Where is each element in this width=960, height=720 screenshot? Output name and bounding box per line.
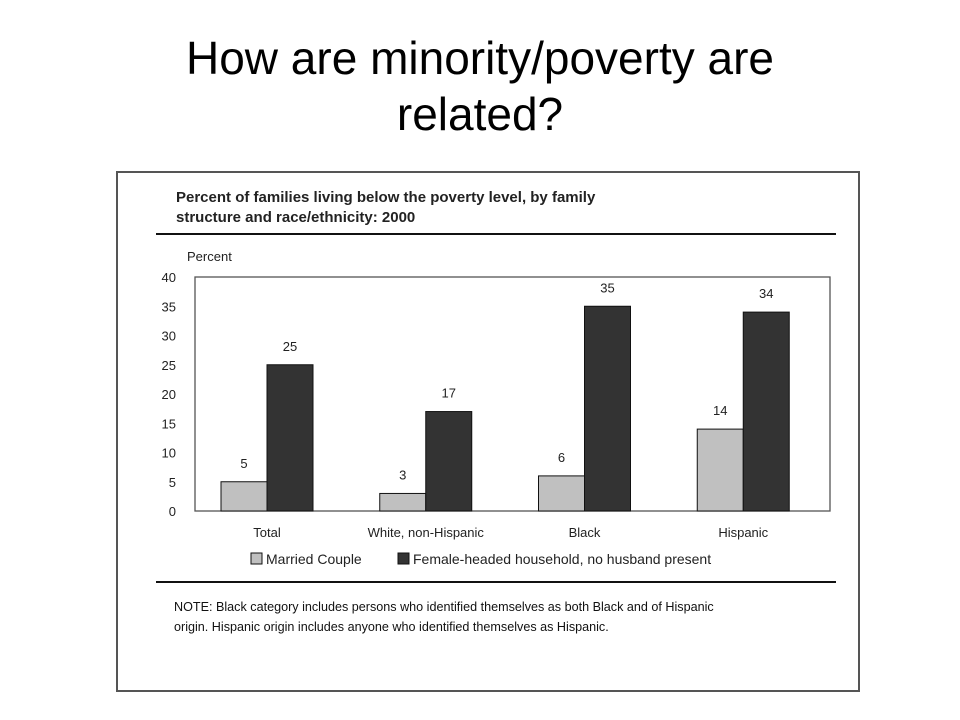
y-tick-label: 40 [162,270,176,285]
bar-female-headed [425,411,473,512]
bar-value-label: 25 [283,339,297,354]
chart-title-line-1: Percent of families living below the pov… [176,189,596,206]
y-tick-label: 25 [162,358,176,373]
top-rule [156,233,836,235]
y-tick-label: 30 [162,329,176,344]
bar-value-label: 5 [240,456,247,471]
y-tick-label: 20 [162,387,176,402]
bar-value-label: 34 [759,286,773,301]
legend-label: Married Couple [266,551,362,567]
x-tick-label: Black [569,525,601,540]
bar-married-couple [379,492,427,512]
slide-title: How are minority/poverty are related? [60,30,900,142]
legend-swatch [250,552,263,565]
bar-value-label: 17 [442,386,456,401]
bar-female-headed [266,364,314,512]
legend-label: Female-headed household, no husband pres… [413,551,711,567]
figure-frame: Percent of families living below the pov… [116,171,860,692]
bar-married-couple [220,481,268,512]
bar-female-headed [742,311,790,512]
y-tick-label: 10 [162,446,176,461]
legend-swatch [397,552,410,565]
bottom-rule [156,581,836,583]
bar-married-couple [696,428,744,512]
slide-title-line-1: How are minority/poverty are [186,32,774,84]
y-tick-label: 0 [169,504,176,519]
chart-title: Percent of families living below the pov… [176,188,776,228]
note-line-2: origin. Hispanic origin includes anyone … [174,620,609,634]
bar-value-label: 14 [713,403,727,418]
bar-chart: Percent 0 5 10 15 20 25 30 35 40 5 25 3 17 6 35 14 34 T… [162,249,831,567]
y-axis-label: Percent [187,249,232,264]
y-tick-label: 35 [162,299,176,314]
y-tick-label: 15 [162,416,176,431]
x-tick-label: Total [253,525,281,540]
x-tick-label: White, non-Hispanic [368,525,485,540]
bar-married-couple [538,475,585,512]
bar-value-label: 3 [399,467,406,482]
y-tick-label: 5 [169,475,176,490]
bar-value-label: 35 [600,280,614,295]
note-line-1: NOTE: Black category includes persons wh… [174,600,714,614]
chart-title-line-2: structure and race/ethnicity: 2000 [176,209,416,226]
bar-value-label: 6 [558,450,565,465]
x-tick-label: Hispanic [718,525,768,540]
bar-female-headed [584,305,631,512]
figure-note: NOTE: Black category includes persons wh… [174,597,834,637]
slide-title-line-2: related? [396,88,564,140]
